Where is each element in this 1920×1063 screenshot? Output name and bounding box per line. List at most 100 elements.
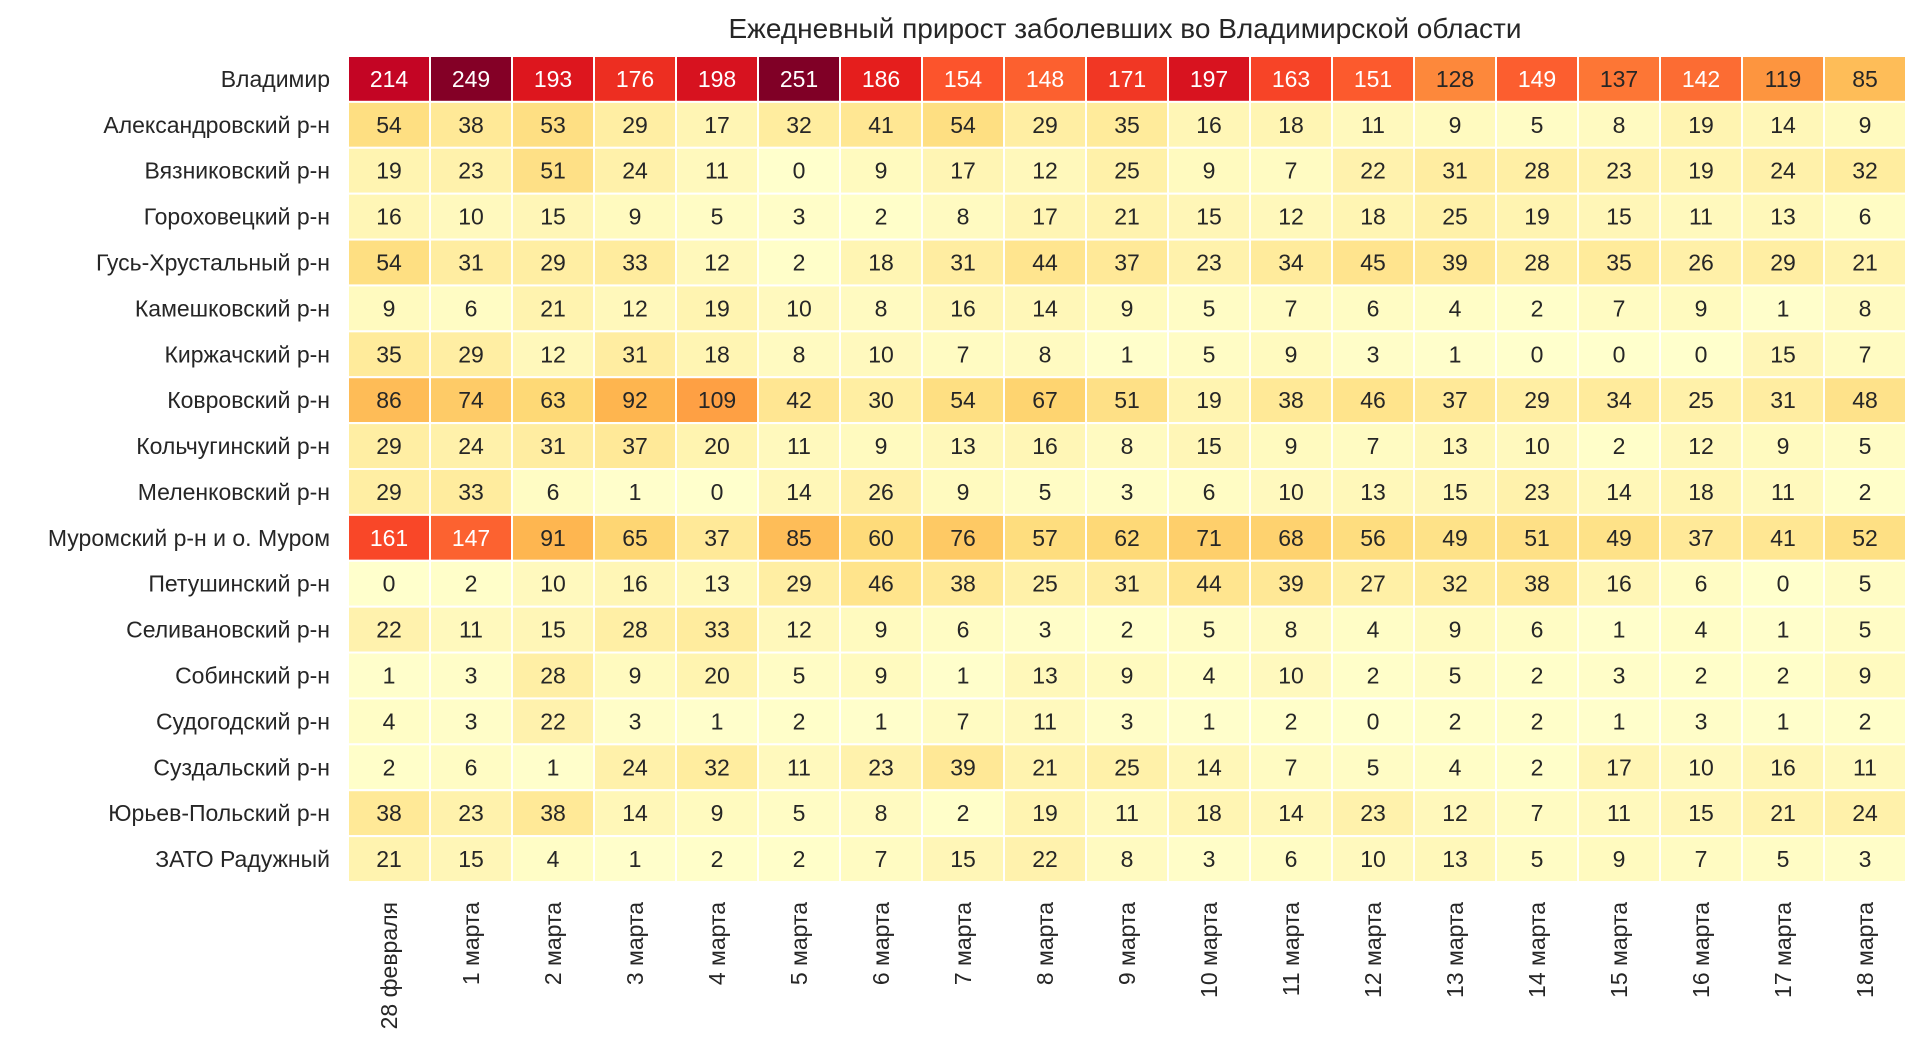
row-label: Суздальский р-н (153, 754, 330, 780)
cell-value-label: 2 (1531, 663, 1544, 689)
heatmap-cell (1331, 559, 1415, 608)
column-label: 15 марта (1606, 902, 1632, 998)
heatmap-cell (921, 835, 1005, 883)
cell-value-label: 8 (875, 295, 888, 321)
heatmap-cell (1741, 835, 1825, 883)
cell-value-label: 9 (629, 204, 642, 230)
cell-value-label: 57 (1032, 525, 1058, 551)
heatmap-cell (1577, 697, 1661, 746)
cell-value-label: 31 (458, 250, 484, 276)
cell-value-label: 15 (1196, 433, 1222, 459)
cell-value-label: 33 (458, 479, 484, 505)
heatmap-cell (1331, 651, 1415, 700)
row-label: Гусь-Хрустальный р-н (96, 250, 330, 276)
cell-value-label: 14 (1606, 479, 1632, 505)
heatmap-cell (1085, 284, 1169, 333)
cell-value-label: 18 (868, 250, 894, 276)
heatmap-cell (921, 55, 1005, 103)
cell-value-label: 30 (868, 387, 894, 413)
cell-value-label: 2 (383, 754, 396, 780)
cell-value-label: 18 (1360, 204, 1386, 230)
cell-value-label: 33 (704, 617, 730, 643)
heatmap-cell (1167, 192, 1251, 241)
cell-value-label: 20 (704, 433, 730, 459)
cell-value-label: 9 (875, 617, 888, 643)
cell-value-label: 10 (540, 571, 566, 597)
heatmap-cell (511, 743, 595, 792)
cell-value-label: 24 (458, 433, 484, 459)
heatmap-cell (1741, 146, 1825, 195)
column-label: 11 марта (1278, 902, 1304, 996)
heatmap-cell (1167, 468, 1251, 516)
cell-value-label: 23 (1606, 158, 1632, 184)
cell-value-label: 4 (1367, 617, 1380, 643)
heatmap-cell (1823, 605, 1907, 654)
cell-value-label: 16 (376, 204, 402, 230)
cell-value-label: 142 (1682, 66, 1720, 92)
cell-value-label: 15 (1606, 204, 1632, 230)
heatmap-cell (1741, 605, 1825, 654)
column-label: 5 марта (786, 902, 812, 985)
cell-value-label: 197 (1190, 66, 1228, 92)
cell-value-label: 23 (1360, 800, 1386, 826)
heatmap-cell (1823, 238, 1907, 287)
heatmap-cell (1003, 513, 1087, 562)
cell-value-label: 14 (1770, 112, 1796, 138)
cell-value-label: 21 (540, 295, 566, 321)
cell-value-label: 17 (1032, 204, 1058, 230)
heatmap-cell (921, 422, 1005, 471)
cell-value-label: 11 (787, 433, 811, 459)
cell-value-label: 1 (1777, 295, 1790, 321)
heatmap-cell (675, 559, 759, 608)
cell-value-label: 28 (540, 663, 566, 689)
heatmap-cell (1413, 743, 1497, 792)
cell-value-label: 6 (1531, 617, 1544, 643)
cell-value-label: 71 (1196, 525, 1222, 551)
cell-value-label: 8 (1285, 617, 1298, 643)
heatmap-cell (675, 835, 759, 883)
cell-value-label: 1 (1777, 617, 1790, 643)
heatmap-cell (1167, 651, 1251, 700)
cell-value-label: 1 (629, 846, 642, 872)
cell-value-label: 3 (1613, 663, 1626, 689)
heatmap-cell (511, 835, 595, 883)
cell-value-label: 54 (376, 250, 402, 276)
cell-value-label: 24 (1852, 800, 1878, 826)
cell-value-label: 17 (1606, 754, 1632, 780)
heatmap-cell (1249, 743, 1333, 792)
cell-value-label: 151 (1354, 66, 1392, 92)
cell-value-label: 17 (950, 158, 976, 184)
heatmap-cell (1003, 422, 1087, 471)
cell-value-label: 3 (1695, 708, 1708, 734)
heatmap-cell (675, 468, 759, 516)
cell-value-label: 85 (1852, 66, 1878, 92)
heatmap-cell (757, 605, 841, 654)
cell-value-label: 5 (1039, 479, 1052, 505)
cell-value-label: 0 (1531, 341, 1544, 367)
cell-value-label: 13 (1360, 479, 1386, 505)
heatmap-cell (347, 100, 431, 149)
heatmap-cell (757, 513, 841, 562)
column-label: 9 марта (1114, 902, 1140, 985)
cell-value-label: 6 (1695, 571, 1708, 597)
cell-value-label: 3 (1367, 341, 1380, 367)
heatmap-cell (511, 238, 595, 287)
heatmap-cell (1495, 238, 1579, 287)
heatmap-cell (839, 468, 923, 516)
heatmap-cell (1167, 146, 1251, 195)
cell-value-label: 29 (376, 479, 402, 505)
cell-value-label: 39 (1278, 571, 1304, 597)
heatmap-cell (1741, 330, 1825, 379)
heatmap-cell (1085, 559, 1169, 608)
row-label: Петушинский р-н (148, 571, 330, 597)
heatmap-cell (347, 284, 431, 333)
cell-value-label: 37 (1114, 250, 1140, 276)
cell-value-label: 3 (1121, 479, 1134, 505)
cell-value-label: 54 (376, 112, 402, 138)
cell-value-label: 4 (547, 846, 560, 872)
cell-value-label: 29 (1032, 112, 1058, 138)
heatmap-cell (1741, 789, 1825, 838)
cell-value-label: 15 (1442, 479, 1468, 505)
heatmap-cell (429, 238, 513, 287)
heatmap-cell (1495, 146, 1579, 195)
